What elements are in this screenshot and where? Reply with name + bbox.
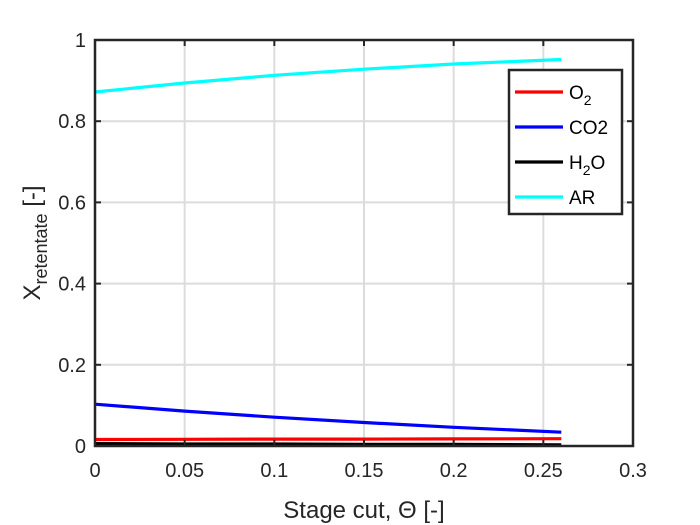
grid bbox=[95, 40, 633, 446]
y-tick-label: 0.4 bbox=[58, 274, 86, 296]
x-tick-label: 0 bbox=[89, 460, 100, 482]
y-axis-label-suffix: [-] bbox=[19, 185, 46, 213]
axis-ticks: 0 0.05 0.1 0.15 0.2 0.25 0.3 0 0.2 0.4 0.6 0.8 1 bbox=[58, 30, 647, 482]
y-tick-label: 1 bbox=[75, 30, 86, 52]
legend-label-ar: AR bbox=[569, 188, 595, 209]
y-tick-label: 0.6 bbox=[58, 192, 86, 214]
x-tick-label: 0.25 bbox=[524, 460, 563, 482]
x-tick-label: 0.1 bbox=[260, 460, 288, 482]
legend: O2 CO2 H2O AR bbox=[507, 68, 624, 216]
legend-box bbox=[507, 68, 624, 216]
legend-label-h2o: H2O bbox=[569, 153, 605, 178]
x-tick-label: 0.05 bbox=[165, 460, 204, 482]
y-axis-label-main: X bbox=[19, 285, 46, 301]
x-tick-label: 0.3 bbox=[619, 460, 647, 482]
legend-label-o2: O2 bbox=[569, 83, 592, 108]
x-axis-label: Stage cut, Θ [-] bbox=[283, 497, 444, 524]
y-axis-label: Xretentate [-] bbox=[19, 185, 51, 300]
series-line-co2 bbox=[94, 402, 562, 434]
series-line-ar bbox=[94, 57, 562, 94]
y-tick-label: 0.2 bbox=[58, 355, 86, 377]
series-line-h2o bbox=[94, 442, 562, 447]
y-tick-label: 0 bbox=[75, 436, 86, 458]
x-tick-label: 0.15 bbox=[345, 460, 384, 482]
x-tick-label: 0.2 bbox=[440, 460, 468, 482]
series-line-o2 bbox=[94, 437, 562, 442]
legend-label-co2: CO2 bbox=[569, 118, 608, 139]
y-axis-label-subscript: retentate bbox=[31, 213, 51, 284]
y-tick-label: 0.8 bbox=[58, 111, 86, 133]
series-lines bbox=[94, 57, 562, 447]
